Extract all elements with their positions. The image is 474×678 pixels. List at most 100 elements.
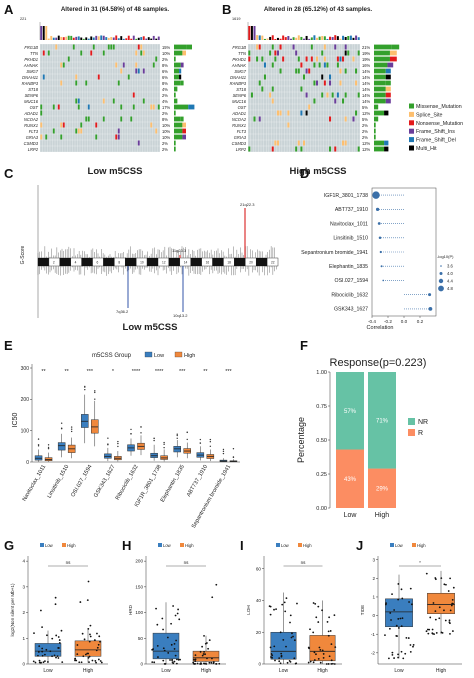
gene-freq-bar: [374, 146, 385, 152]
chromosome-number: 14: [184, 261, 188, 265]
outlier-point: [176, 434, 178, 437]
size-legend-dot: [439, 272, 443, 275]
bar-r: [368, 468, 396, 508]
data-point: [408, 601, 410, 603]
outlier-point: [94, 391, 96, 394]
percent-label: 14%: [362, 99, 371, 104]
mutation-cell: [75, 128, 78, 134]
panel-label-g: G: [4, 538, 14, 553]
data-point: [328, 616, 331, 619]
data-point: [395, 635, 398, 637]
data-point: [163, 649, 166, 652]
tmb-bar: [284, 37, 287, 40]
legend-swatch: [180, 543, 184, 547]
percent-label: 2%: [362, 135, 368, 140]
gene-label: PKHD1: [232, 57, 246, 62]
data-point: [269, 646, 272, 649]
mutation-cell: [140, 44, 143, 50]
legend-swatch: [298, 543, 302, 547]
data-point: [53, 654, 56, 657]
outlier-point: [94, 390, 96, 392]
gene-freq-bar: [174, 44, 187, 50]
data-point: [175, 662, 178, 665]
chromosome-number: 8: [118, 261, 120, 265]
tmb-bar: [150, 38, 153, 40]
gene-freq-bar: [179, 68, 182, 74]
tmb-bar: [147, 37, 150, 40]
mutation-cell: [331, 92, 334, 98]
tmb-bar: [107, 37, 110, 40]
mutation-cell: [274, 50, 277, 56]
data-point: [409, 651, 412, 653]
data-point: [400, 588, 403, 591]
data-point: [170, 643, 173, 646]
tmb-bar: [349, 35, 352, 40]
tmb-bar: [297, 35, 300, 40]
mutation-cell: [313, 80, 316, 86]
mutation-cell: [135, 62, 138, 68]
data-point: [57, 636, 60, 638]
percent-label: 14%: [362, 93, 371, 98]
data-point: [448, 619, 451, 622]
mutation-cell: [102, 98, 105, 104]
mutation-cell: [135, 68, 138, 74]
loh-boxplot: 0 20 40 60 LOH Low High Low High ns: [246, 543, 342, 674]
data-point: [43, 653, 46, 656]
tmb-bar: [112, 37, 115, 40]
gene-freq-bar: [374, 128, 376, 134]
data-point: [314, 603, 317, 605]
data-point: [330, 659, 333, 662]
gene-label: SMG7: [26, 69, 38, 74]
data-point: [200, 663, 202, 665]
gene-label: GRIA3: [234, 135, 247, 140]
outlier-point: [176, 433, 178, 435]
tmb-bar: [45, 26, 48, 40]
data-point: [321, 609, 323, 612]
ic50-ylabel: IC50: [12, 413, 19, 428]
chromosome-number: 12: [162, 261, 166, 265]
gene-freq-bar: [174, 146, 176, 152]
data-point: [202, 653, 205, 655]
data-point: [196, 662, 199, 665]
tmb-bar: [342, 35, 345, 40]
tmb-bar: [60, 36, 63, 40]
percent-label: 17%: [162, 105, 171, 110]
gene-freq-bar: [374, 50, 390, 56]
data-point: [37, 654, 39, 657]
data-point: [173, 660, 176, 663]
mutation-cell: [263, 62, 266, 68]
x-tick-label: Low: [394, 668, 404, 674]
data-point: [390, 619, 392, 621]
drug-correlation-legend-title: -log10(P): [437, 254, 454, 259]
data-point: [308, 647, 310, 650]
mutation-cell: [269, 50, 272, 56]
drug-label: Sepantronium bromide_1941: [301, 250, 368, 256]
data-point: [327, 630, 330, 633]
data-point: [285, 645, 287, 648]
data-point: [172, 662, 175, 665]
mutation-cell: [282, 56, 285, 62]
data-point: [155, 607, 157, 610]
x-tick-label: Low: [344, 512, 358, 519]
data-point: [99, 660, 102, 662]
data-point: [86, 599, 89, 602]
gene-label: TTN: [30, 51, 38, 56]
panel-label-e: E: [4, 338, 13, 353]
data-point: [440, 577, 443, 580]
mutation-cell: [355, 80, 358, 86]
tmb-bar: [57, 35, 60, 40]
data-point: [312, 661, 315, 664]
data-point: [391, 653, 394, 656]
data-point: [409, 587, 412, 590]
data-point: [397, 656, 399, 659]
gene-freq-bar: [174, 98, 178, 104]
mutation-cell: [115, 134, 118, 140]
outlier-point: [37, 445, 40, 447]
tmb-bar: [256, 35, 259, 40]
significance-mark: ***: [225, 369, 232, 375]
y-tick-label: 3: [22, 584, 25, 589]
data-point: [429, 616, 432, 619]
tmb-bar: [279, 38, 282, 40]
mutation-cell: [279, 44, 282, 50]
x-tick-label: IGF1R_3801_1738: [134, 464, 163, 508]
